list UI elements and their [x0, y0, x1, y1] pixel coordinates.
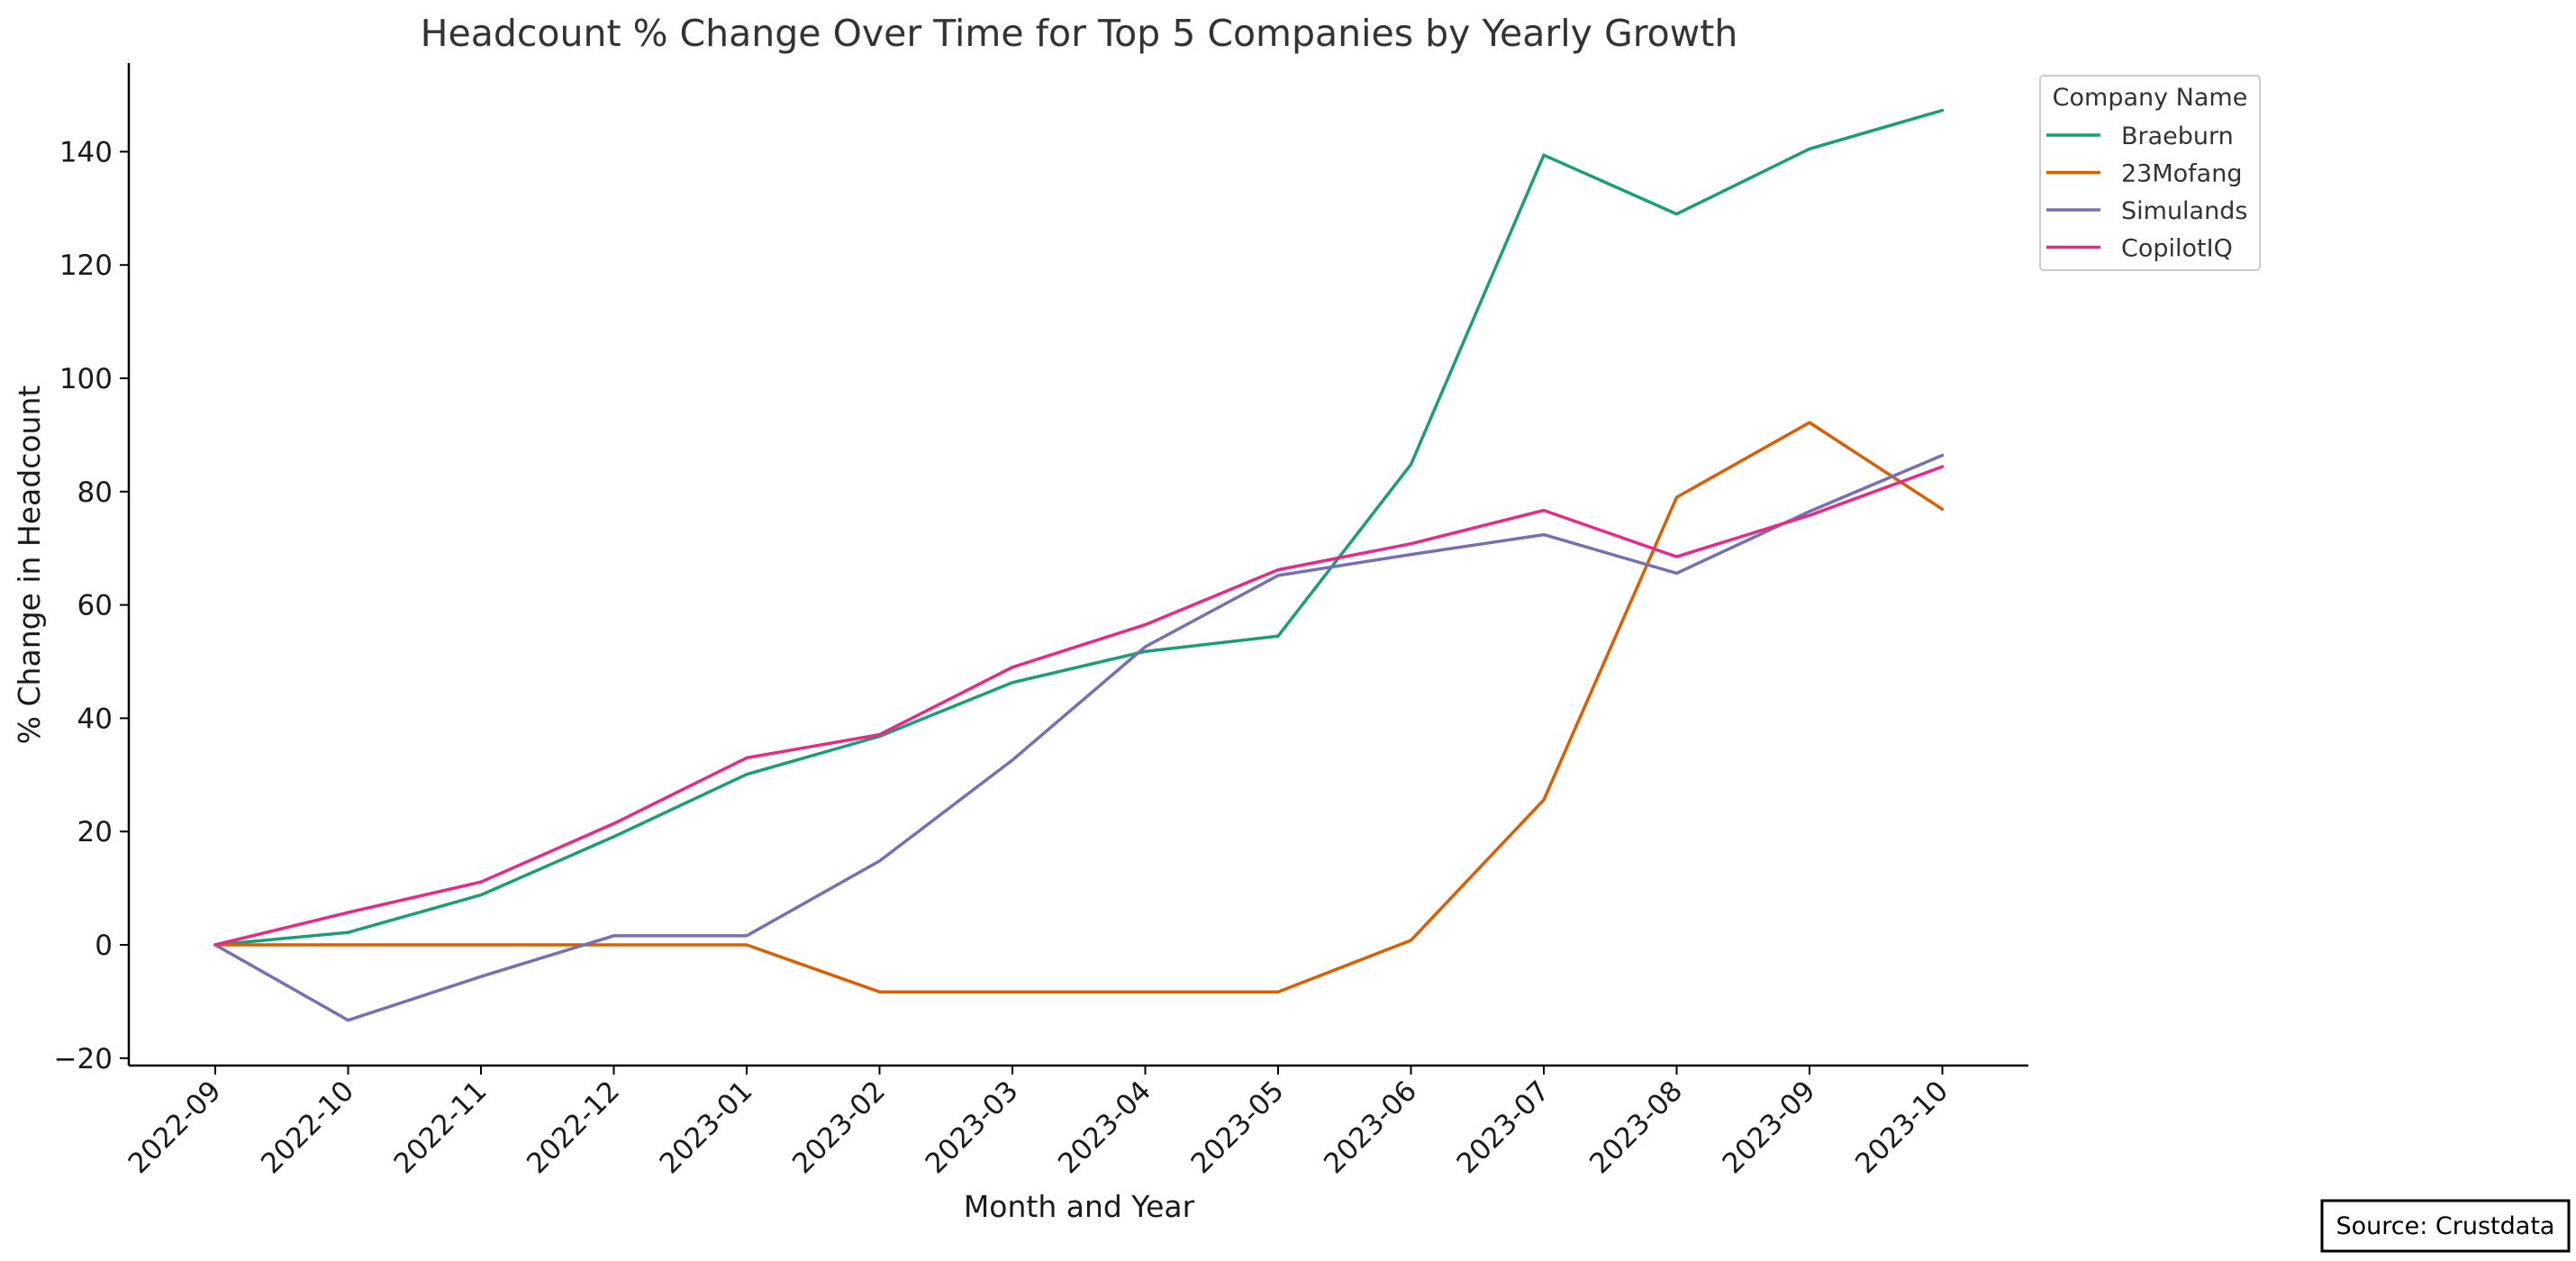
- legend-title: Company Name: [2053, 84, 2248, 112]
- y-axis: −20 0 20 40 60 80 100 120 140: [54, 63, 131, 1075]
- x-tick-label: 2023-07: [1451, 1075, 1556, 1180]
- y-tick-label: 140: [59, 136, 113, 168]
- series-line-braeburn: [213, 108, 1945, 947]
- series-lines: [213, 108, 1945, 1022]
- x-tick-label: 2023-10: [1849, 1075, 1955, 1180]
- legend: Company Name Braeburn 23Mofang Simulands Co…: [2039, 75, 2261, 271]
- x-tick-label: 2022-09: [122, 1075, 228, 1180]
- y-tick-label: 80: [77, 476, 113, 509]
- x-tick-label: 2023-01: [654, 1075, 759, 1180]
- x-axis: 2022-09 2022-10 2022-11 2022-12 2023-01 2023-…: [122, 1064, 2028, 1180]
- x-tick-label: 2023-04: [1052, 1075, 1157, 1180]
- source-text: Source: Crustdata: [2336, 1212, 2555, 1240]
- y-tick-label: 40: [77, 703, 113, 735]
- x-tick-label: 2023-03: [920, 1075, 1025, 1180]
- chart-title: Headcount % Change Over Time for Top 5 C…: [421, 12, 1738, 55]
- legend-label: Simulands: [2121, 197, 2247, 225]
- legend-frame: [2039, 75, 2261, 271]
- legend-label: 23Mofang: [2121, 160, 2242, 188]
- x-tick-label: 2023-09: [1717, 1075, 1822, 1180]
- series-line-23mofang: [213, 421, 1945, 993]
- legend-label: Braeburn: [2121, 122, 2234, 150]
- y-tick-label: 0: [95, 930, 113, 962]
- x-tick-label: 2023-06: [1318, 1075, 1423, 1180]
- series-line-copilotiq: [213, 465, 1945, 947]
- x-tick-label: 2023-05: [1185, 1075, 1291, 1180]
- y-tick-label: 60: [77, 590, 113, 622]
- y-tick-label: 20: [77, 816, 113, 848]
- source-box: [2320, 1199, 2571, 1253]
- source-annotation: Source: Crustdata: [2320, 1199, 2571, 1253]
- series-line-simulands: [213, 453, 1945, 1022]
- x-axis-label: Month and Year: [964, 1189, 1195, 1224]
- x-tick-label: 2022-10: [255, 1075, 360, 1180]
- y-tick-label: 100: [59, 363, 113, 395]
- y-axis-label: % Change in Headcount: [12, 386, 47, 745]
- x-tick-label: 2023-08: [1583, 1075, 1689, 1180]
- y-tick-label: 120: [59, 249, 113, 282]
- x-tick-label: 2022-12: [521, 1075, 626, 1180]
- y-tick-label: −20: [54, 1043, 113, 1075]
- legend-label: CopilotIQ: [2121, 235, 2233, 263]
- x-tick-label: 2022-11: [388, 1075, 494, 1180]
- legend-items: Braeburn 23Mofang Simulands CopilotIQ: [2046, 122, 2247, 263]
- x-tick-label: 2023-02: [786, 1075, 892, 1180]
